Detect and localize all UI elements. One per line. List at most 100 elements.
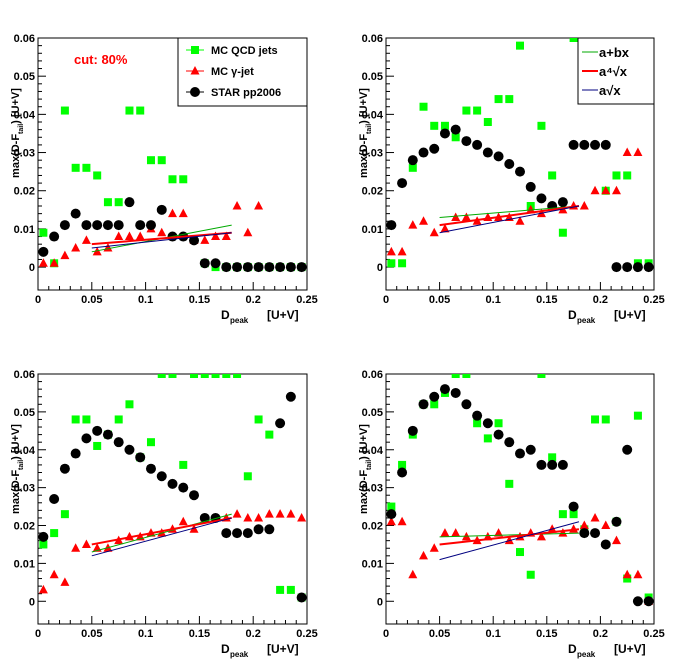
fit-line xyxy=(91,231,232,246)
x-tick-label: 0.25 xyxy=(296,628,317,640)
data-point-triangle xyxy=(243,512,253,522)
data-point-square xyxy=(494,95,503,104)
data-point-square xyxy=(136,106,145,115)
data-point-circle xyxy=(189,490,200,501)
data-point-square xyxy=(103,198,112,207)
legend-label: STAR pp2006 xyxy=(211,87,281,99)
data-point-circle xyxy=(70,448,81,459)
data-point-square xyxy=(60,106,69,115)
data-point-circle xyxy=(493,429,504,440)
y-tick-label: 0.03 xyxy=(14,148,35,160)
data-point-triangle xyxy=(157,227,167,237)
y-axis-label: max(D-Ftail) [U+V] xyxy=(358,88,373,178)
data-point-circle xyxy=(242,528,253,539)
y-axis-label: max(D-Ftail) [U+V] xyxy=(10,424,25,514)
x-tick-label: 0.05 xyxy=(429,628,450,640)
panel-4: 0 0.05 0.1 0.15 0.2 0.25 0 0.01 0.02 0.03 0.04 0.05… xyxy=(358,369,665,659)
data-point-triangle xyxy=(622,569,632,579)
data-point-square xyxy=(451,374,460,378)
data-point-circle xyxy=(285,262,296,273)
data-point-circle xyxy=(38,246,49,257)
fit-line xyxy=(439,528,580,546)
y-axis-label-part: -F xyxy=(10,470,22,481)
x-tick-label: 0.15 xyxy=(189,294,210,306)
data-point-square xyxy=(243,472,252,481)
data-point-triangle xyxy=(536,531,546,541)
data-point-circle xyxy=(525,444,536,455)
data-point-triangle xyxy=(408,569,418,579)
data-point-triangle xyxy=(103,243,113,252)
y-axis-label-part: ) [U+V] xyxy=(10,424,22,460)
data-point-circle xyxy=(450,387,461,398)
data-point-square xyxy=(430,121,439,130)
data-point-triangle xyxy=(429,543,439,552)
fit-line xyxy=(439,532,579,538)
data-point-circle xyxy=(70,208,81,219)
data-point-triangle xyxy=(569,201,579,210)
data-point-triangle xyxy=(601,520,611,530)
legend-label: MC γ-jet xyxy=(211,66,254,78)
panel-3: 0 0.05 0.1 0.15 0.2 0.25 0 0.01 0.02 0.03 0.04 0.05… xyxy=(10,369,318,659)
data-point-square xyxy=(114,198,123,207)
plot-frame xyxy=(37,373,308,625)
data-point-triangle xyxy=(504,535,514,545)
data-point-circle xyxy=(156,471,167,482)
x-tick-label: 0.2 xyxy=(246,294,261,306)
data-point-triangle xyxy=(408,220,418,229)
data-point-circle xyxy=(632,596,643,607)
data-point-circle xyxy=(557,197,568,208)
data-point-circle xyxy=(386,220,397,231)
fit-line xyxy=(91,232,232,249)
legend-label: MC QCD jets xyxy=(211,45,278,57)
x-axis-label-main: D xyxy=(568,642,577,656)
x-axis-label-units: [U+V] xyxy=(614,642,646,656)
legend-label: a√x xyxy=(599,83,621,98)
x-tick-label: 0.05 xyxy=(81,294,102,306)
data-point-square xyxy=(233,374,242,378)
data-point-circle xyxy=(536,459,547,470)
data-point-circle xyxy=(504,437,515,448)
data-point-circle xyxy=(493,151,504,162)
y-tick-label: 0.04 xyxy=(14,445,36,457)
data-point-triangle xyxy=(49,569,59,579)
data-point-circle xyxy=(504,159,515,169)
y-tick-label: 0.04 xyxy=(14,109,36,121)
data-point-triangle xyxy=(386,516,396,526)
y-tick-label: 0 xyxy=(377,262,383,274)
data-point-triangle xyxy=(590,185,600,195)
data-point-circle xyxy=(525,181,536,192)
data-point-square xyxy=(526,570,535,579)
y-axis-label-part: tail xyxy=(366,124,373,134)
plot-frame xyxy=(385,37,655,291)
data-point-square xyxy=(168,374,177,378)
data-point-circle xyxy=(461,399,472,410)
series-triangle xyxy=(38,509,307,594)
x-axis-label-main: D xyxy=(221,642,230,656)
y-tick-label: 0.05 xyxy=(362,71,383,83)
plot-area xyxy=(38,374,307,603)
y-axis-label-part: tail xyxy=(18,460,25,470)
x-tick-label: 0.05 xyxy=(81,628,102,640)
data-point-triangle xyxy=(38,584,48,594)
data-point-triangle xyxy=(440,528,450,537)
data-point-circle xyxy=(49,231,60,242)
data-point-triangle xyxy=(232,201,242,210)
x-axis-label-sub: peak xyxy=(230,316,249,325)
y-tick-label: 0.06 xyxy=(362,33,383,45)
x-tick-label: 0.05 xyxy=(429,294,450,306)
data-point-square xyxy=(276,585,285,594)
x-tick-label: 0.1 xyxy=(138,294,153,306)
y-tick-label: 0.01 xyxy=(14,224,35,236)
data-point-square xyxy=(179,460,188,469)
y-tick-label: 0.06 xyxy=(362,369,383,381)
y-tick-label: 0 xyxy=(29,262,35,274)
data-point-circle xyxy=(102,429,113,440)
data-point-triangle xyxy=(49,258,59,267)
data-point-circle xyxy=(275,262,286,273)
panel-1: 0 0.05 0.1 0.15 0.2 0.25 0 0.01 0.02 0.03 0.04 0.05… xyxy=(10,33,318,325)
data-point-square xyxy=(93,171,102,180)
data-point-triangle xyxy=(71,543,81,552)
x-tick-label: 0.15 xyxy=(189,628,210,640)
